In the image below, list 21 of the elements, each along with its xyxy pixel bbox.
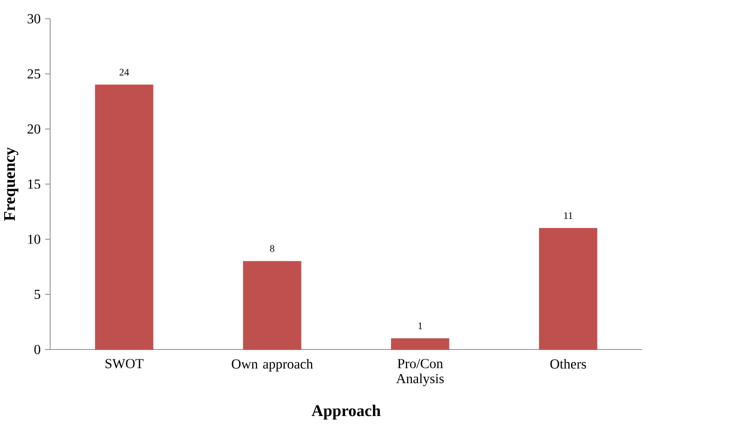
y-tick-label: 10	[28, 234, 40, 244]
x-tick-label: SWOT	[106, 358, 144, 368]
bar	[243, 260, 302, 350]
x-axis-title: Approach	[312, 404, 381, 420]
x-tick-label: Own approach	[232, 358, 313, 372]
x-tick-label: Pro/Con Analysis	[396, 358, 444, 386]
y-tick-label: 0	[34, 344, 40, 354]
y-tick-label: 5	[34, 290, 40, 299]
y-tick-label: 15	[28, 179, 40, 189]
y-tick-label: 20	[28, 124, 40, 134]
y-axis-title: Frequency	[4, 147, 18, 221]
bar	[95, 84, 154, 350]
data-label: 11	[564, 212, 572, 219]
x-tick-label: Others	[550, 358, 586, 368]
y-tick-label: 25	[28, 69, 40, 78]
data-label: 24	[120, 68, 130, 76]
data-label: 1	[418, 322, 422, 329]
bar	[391, 338, 450, 350]
data-label: 8	[270, 244, 274, 252]
y-tick-label: 30	[28, 14, 40, 24]
bar	[539, 228, 598, 350]
